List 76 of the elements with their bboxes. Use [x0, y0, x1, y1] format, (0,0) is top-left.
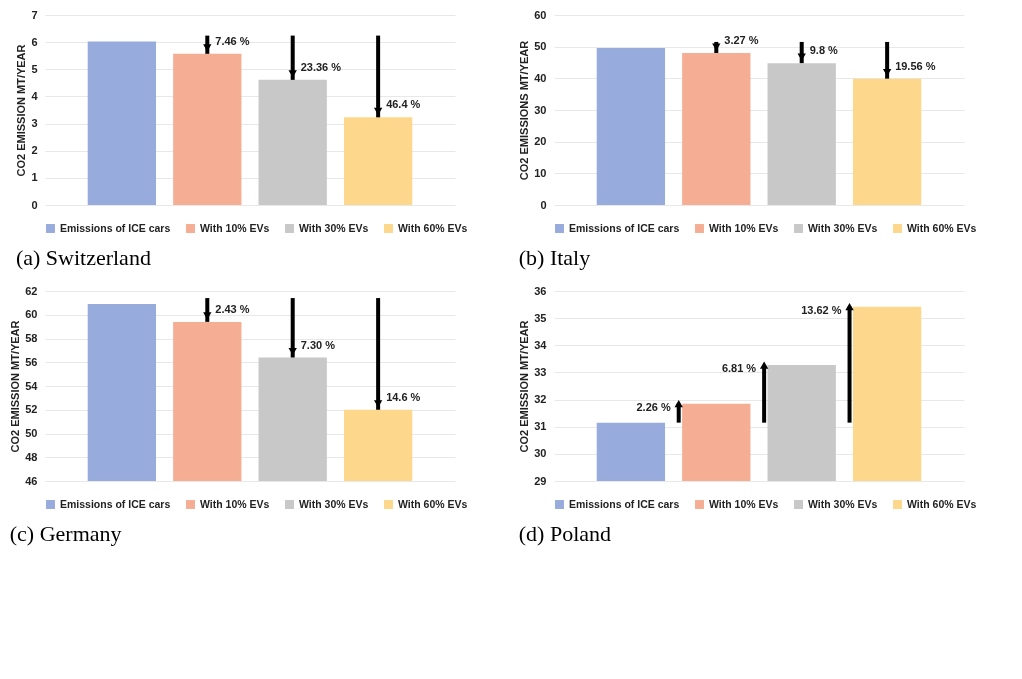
y-tick-label: 30 [534, 103, 547, 116]
y-tick-label: 5 [31, 62, 38, 75]
legend-label: With 30% EVs [299, 221, 369, 234]
bar [87, 41, 157, 205]
y-tick-label: 0 [31, 198, 38, 211]
bar [682, 53, 751, 205]
annotation: 2.26 % [636, 400, 671, 413]
y-tick-label: 4 [31, 89, 39, 102]
annotation: 3.27 % [724, 34, 759, 46]
y-tick-label: 2 [31, 144, 38, 157]
text: (d) Poland [518, 521, 612, 546]
annotation: 6.81 % [721, 362, 757, 375]
y-tick-label: 56 [25, 355, 38, 368]
y-tick-label: 1 [31, 171, 38, 184]
legend-label: With 10% EVs [709, 221, 779, 234]
bar [596, 47, 666, 205]
y-tick-label: 6 [31, 35, 38, 48]
text: (a) Switzerland [15, 245, 151, 270]
annotation: 2.43 % [215, 302, 250, 315]
y-tick-label: 34 [534, 338, 548, 351]
legend-label: With 10% EVs [709, 497, 779, 510]
y-tick-label: 29 [534, 474, 547, 487]
y-tick-label: 7 [31, 8, 38, 21]
legend-label: Emissions of ICE cars [60, 497, 171, 510]
legend-label: With 30% EVs [299, 497, 369, 510]
y-tick-label: 10 [534, 166, 547, 179]
y-tick-label: 31 [534, 420, 547, 433]
bar [767, 63, 836, 205]
bar [258, 79, 327, 205]
y-axis-title: CO2 EMISSION MT/YEAR [15, 44, 28, 177]
y-tick-label: 35 [534, 311, 547, 324]
y-tick-label: 52 [25, 403, 38, 416]
y-tick-label: 3 [31, 117, 38, 130]
text: (c) Germany [9, 521, 122, 546]
y-tick-label: 48 [25, 450, 38, 463]
legend-label: With 60% EVs [907, 497, 977, 510]
legend-label: With 60% EVs [907, 221, 977, 234]
y-tick-label: 58 [25, 332, 38, 344]
annotation: 14.6 % [386, 390, 421, 403]
y-tick-label: 40 [534, 71, 547, 84]
legend-label: With 30% EVs [808, 221, 878, 234]
text: (b) Italy [518, 245, 591, 270]
y-tick-label: 62 [25, 284, 38, 297]
y-tick-label: 50 [25, 427, 38, 439]
y-tick-label: 0 [540, 198, 547, 211]
legend-label: With 10% EVs [200, 497, 270, 510]
annotation: 23.36 % [300, 60, 342, 73]
annotation: 46.4 % [386, 98, 421, 111]
legend-label: With 60% EVs [398, 497, 468, 510]
y-axis-title: CO2 EMISSION MT/YEAR [518, 320, 531, 453]
bar [173, 53, 242, 205]
y-tick-label: 60 [25, 308, 38, 321]
legend-label: Emissions of ICE cars [569, 497, 680, 510]
y-tick-label: 54 [25, 379, 39, 392]
y-tick-label: 32 [534, 393, 547, 406]
legend-label: With 30% EVs [808, 497, 878, 510]
annotation: 19.56 % [895, 59, 936, 72]
y-tick-label: 30 [534, 447, 547, 460]
legend-label: Emissions of ICE cars [60, 221, 171, 234]
y-axis-title: CO2 EMISSION MT/YEAR [9, 320, 22, 453]
annotation: 13.62 % [801, 303, 842, 316]
annotation: 9.8 % [809, 44, 839, 57]
y-tick-label: 50 [534, 40, 547, 53]
annotation: 7.30 % [300, 338, 336, 351]
bar [343, 117, 413, 205]
legend-label: Emissions of ICE cars [569, 221, 680, 234]
y-tick-label: 60 [534, 8, 547, 21]
y-tick-label: 36 [534, 284, 547, 297]
legend-label: With 60% EVs [398, 221, 468, 234]
bar [852, 78, 922, 205]
y-tick-label: 46 [25, 474, 38, 487]
y-tick-label: 33 [534, 365, 547, 378]
legend-label: With 10% EVs [200, 221, 270, 234]
annotation: 7.46 % [215, 34, 250, 47]
y-axis-title: CO2 EMISSIONS MT/YEAR [518, 40, 531, 181]
y-tick-label: 20 [534, 135, 547, 148]
